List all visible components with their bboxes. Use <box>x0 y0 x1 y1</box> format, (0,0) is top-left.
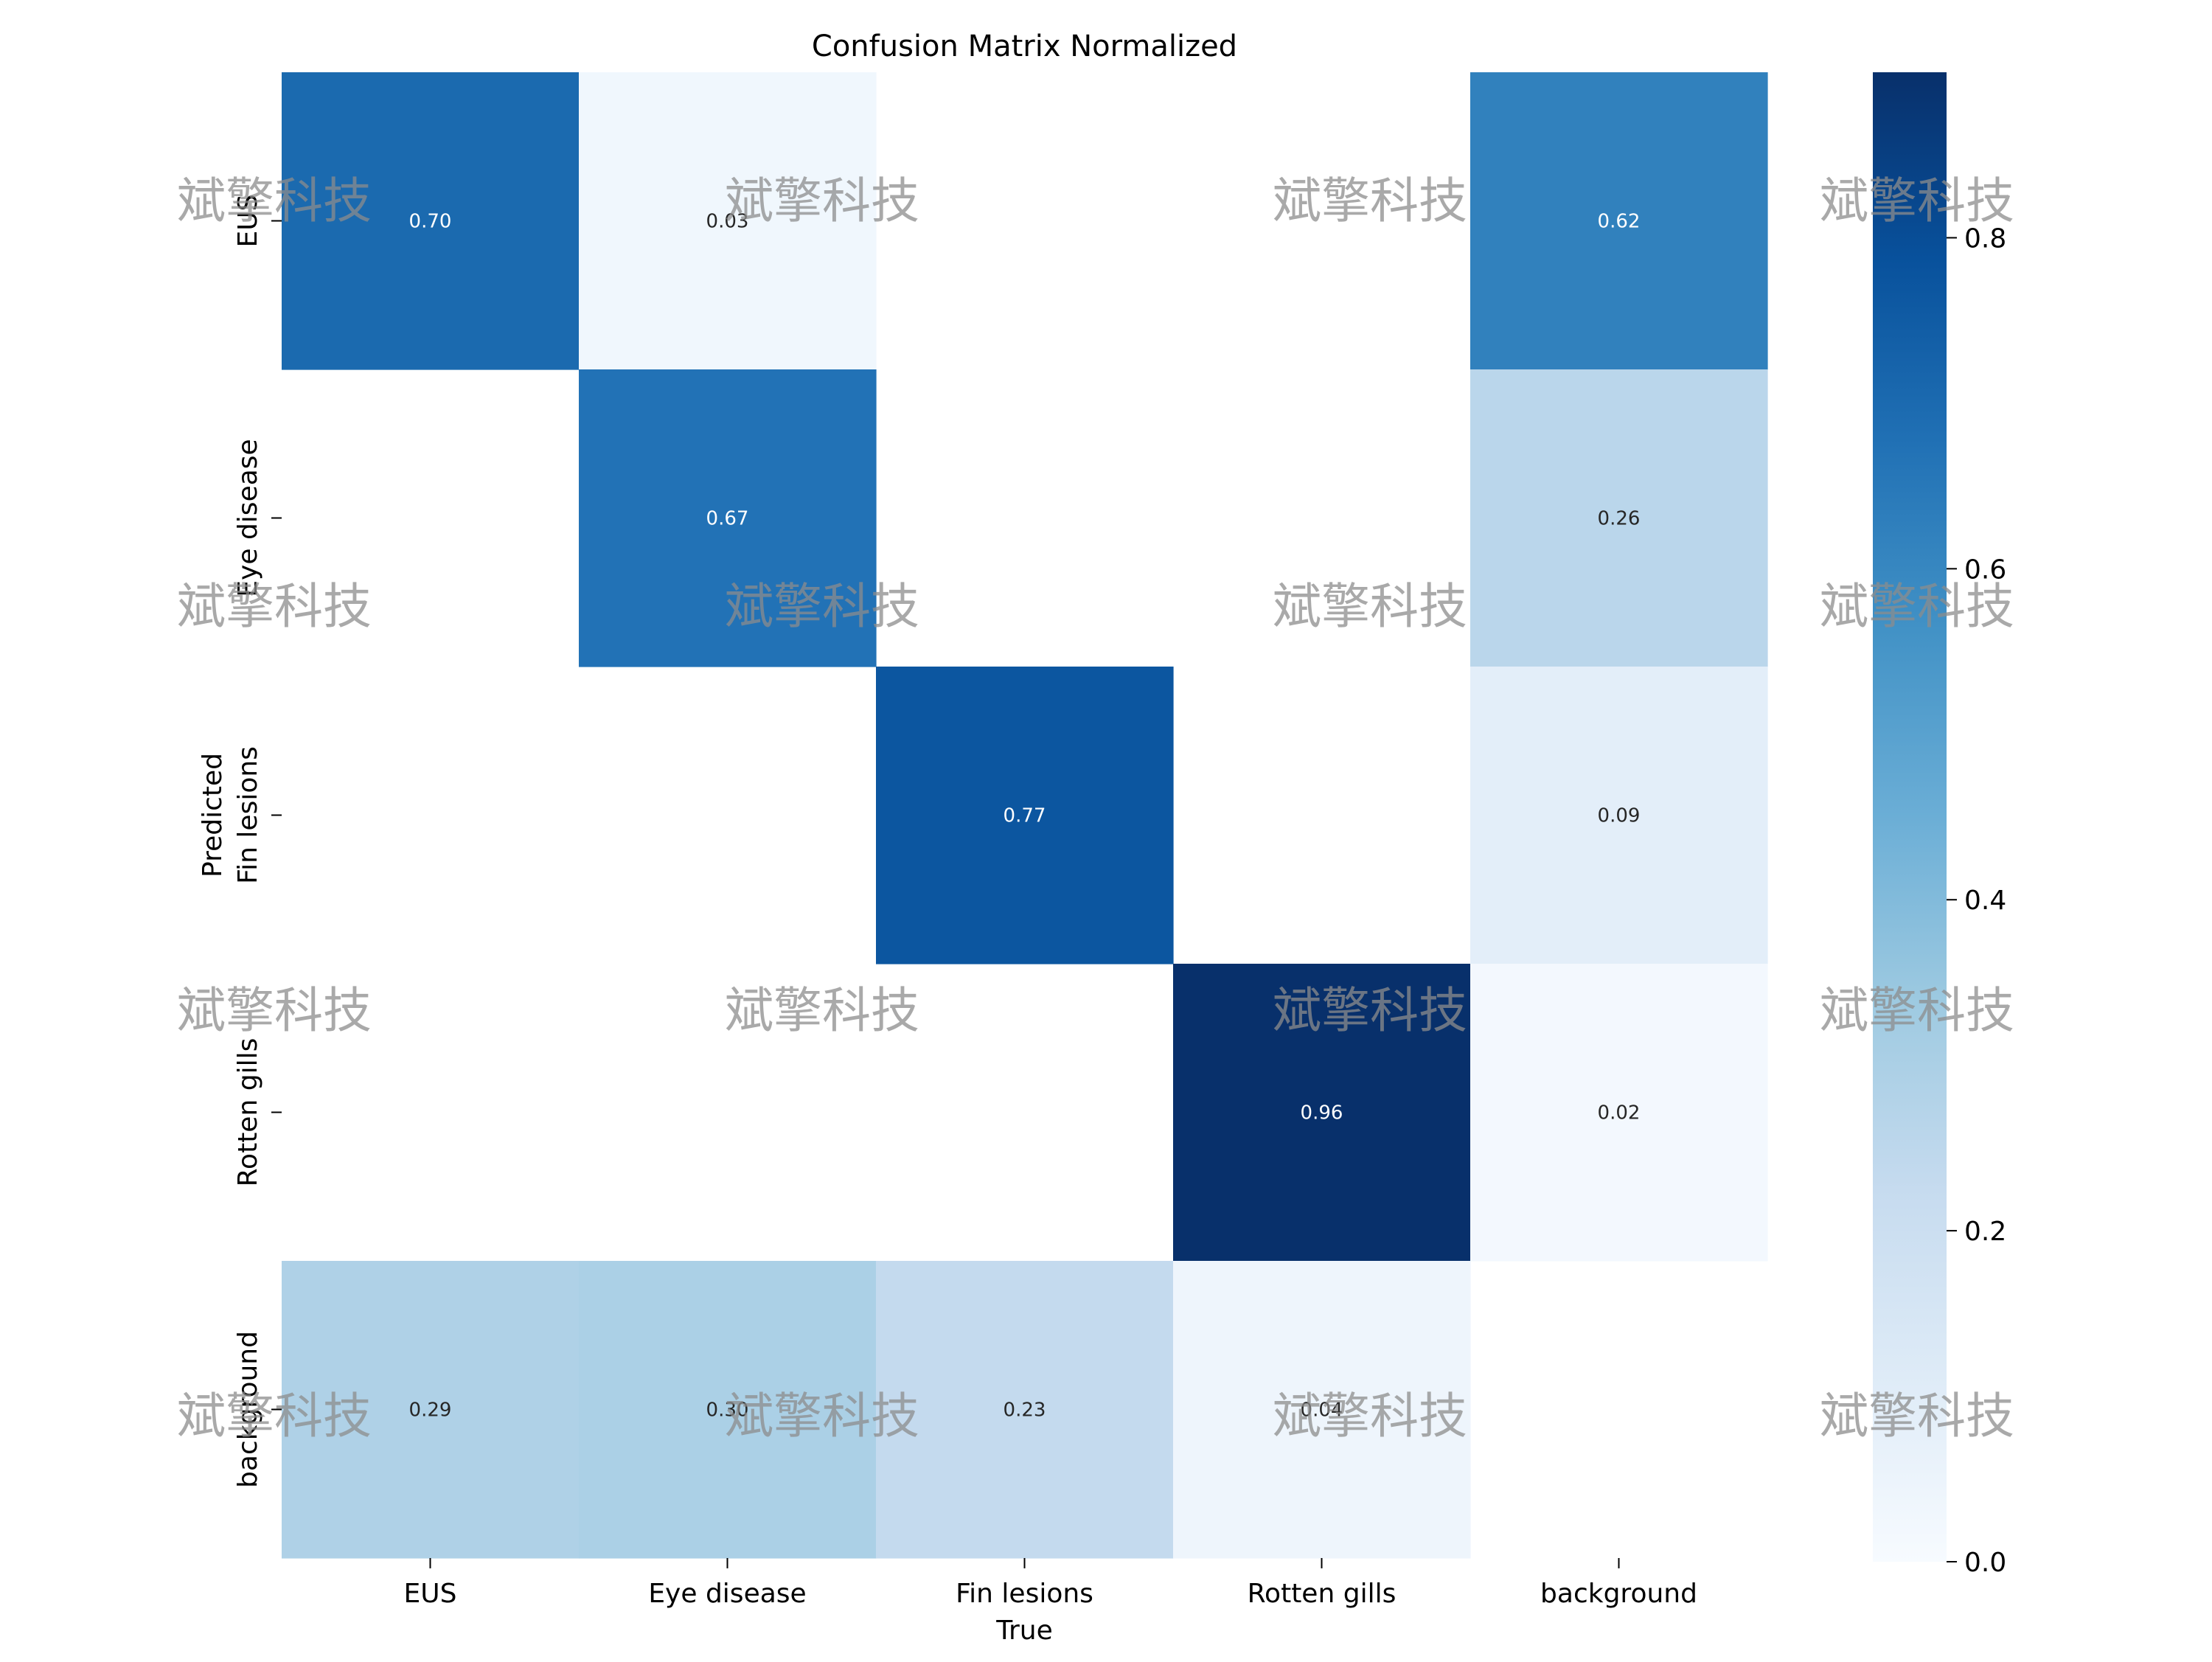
watermark: 斌擎科技 <box>177 1388 372 1444</box>
x-tick-label: background <box>1540 1579 1697 1609</box>
colorbar-tick-label: 0.0 <box>1964 1548 2006 1578</box>
cell-value-label: 0.29 <box>409 1400 452 1422</box>
y-tick-label: Rotten gills <box>233 1038 263 1187</box>
y-axis-label: Predicted <box>198 753 228 877</box>
heatmap-cell <box>1470 667 1768 964</box>
chart-title: Confusion Matrix Normalized <box>812 29 1237 63</box>
cell-value-label: 0.02 <box>1598 1102 1641 1124</box>
cell-value-label: 0.30 <box>706 1400 749 1422</box>
heatmap-cell <box>282 1261 580 1559</box>
watermark: 斌擎科技 <box>725 982 919 1039</box>
cell-value-label: 0.67 <box>706 508 749 530</box>
x-tick-label: EUS <box>404 1579 457 1609</box>
watermark: 斌擎科技 <box>725 1388 919 1444</box>
watermark: 斌擎科技 <box>1820 982 2014 1039</box>
watermark: 斌擎科技 <box>1273 173 1467 229</box>
x-tick-label: Rotten gills <box>1248 1579 1397 1609</box>
x-tick-label: Fin lesions <box>956 1579 1093 1609</box>
heatmap-cell <box>579 369 877 667</box>
watermark: 斌擎科技 <box>177 578 372 635</box>
heatmap-cell <box>282 72 580 370</box>
heatmap-cell <box>1173 964 1471 1262</box>
y-tick-label: EUS <box>233 195 263 248</box>
heatmap-cell <box>1173 1261 1471 1559</box>
watermark: 斌擎科技 <box>1273 1388 1467 1444</box>
watermark: 斌擎科技 <box>177 982 372 1039</box>
y-tick-label: Fin lesions <box>233 746 263 884</box>
watermark: 斌擎科技 <box>1273 982 1467 1039</box>
colorbar-tick-label: 0.6 <box>1964 554 2006 585</box>
colorbar-tick-label: 0.8 <box>1964 223 2006 254</box>
watermark: 斌擎科技 <box>1273 578 1467 635</box>
watermark: 斌擎科技 <box>177 173 372 229</box>
heatmap-cell <box>876 667 1174 964</box>
cell-value-label: 0.23 <box>1004 1400 1046 1422</box>
cell-value-label: 0.03 <box>706 211 749 233</box>
cell-value-label: 0.96 <box>1301 1102 1343 1124</box>
heatmap-cell <box>1470 72 1768 370</box>
y-tick-label: Eye disease <box>233 439 263 597</box>
cell-value-label: 0.26 <box>1598 508 1641 530</box>
watermark: 斌擎科技 <box>725 173 919 229</box>
colorbar-tick-label: 0.4 <box>1964 886 2006 916</box>
colorbar <box>1873 72 1947 1562</box>
heatmap-cell <box>1470 369 1768 667</box>
heatmap-cell <box>579 1261 877 1559</box>
cell-value-label: 0.70 <box>409 211 452 233</box>
heatmap-cell <box>876 1261 1174 1559</box>
cell-value-label: 0.77 <box>1004 805 1046 827</box>
watermark: 斌擎科技 <box>1820 1388 2014 1444</box>
heatmap-cell <box>579 72 877 370</box>
watermark: 斌擎科技 <box>1820 578 2014 635</box>
cell-value-label: 0.62 <box>1598 211 1641 233</box>
x-tick-label: Eye disease <box>648 1579 806 1609</box>
watermark: 斌擎科技 <box>725 578 919 635</box>
cell-value-label: 0.09 <box>1598 805 1641 827</box>
heatmap-cell <box>1470 964 1768 1262</box>
watermark: 斌擎科技 <box>1820 173 2014 229</box>
x-axis-label: True <box>995 1616 1052 1646</box>
cell-value-label: 0.04 <box>1301 1400 1343 1422</box>
y-tick-label: background <box>233 1331 263 1488</box>
colorbar-tick-label: 0.2 <box>1964 1217 2006 1247</box>
